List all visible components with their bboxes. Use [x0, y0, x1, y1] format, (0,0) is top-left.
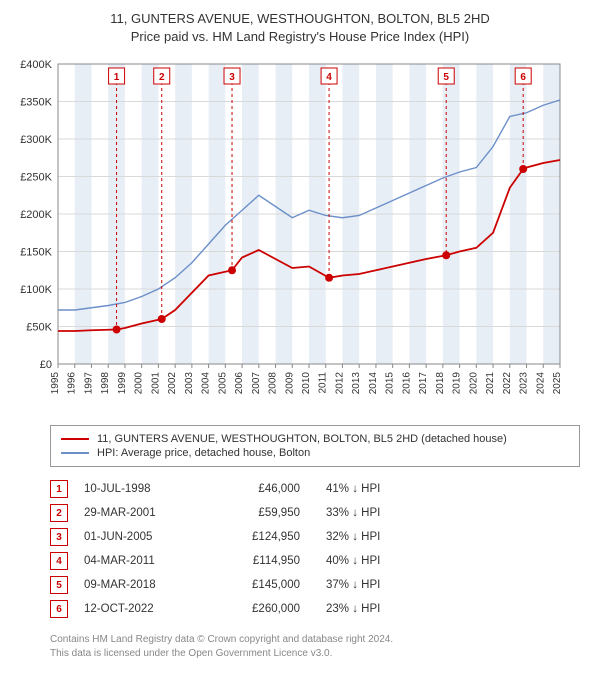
y-tick-label: £300K	[20, 134, 52, 146]
legend-row: HPI: Average price, detached house, Bolt…	[61, 446, 569, 460]
y-tick-label: £200K	[20, 209, 52, 221]
legend: 11, GUNTERS AVENUE, WESTHOUGHTON, BOLTON…	[50, 425, 580, 467]
sale-marker-number: 2	[159, 72, 165, 83]
x-tick-label: 2006	[234, 372, 245, 395]
price-chart-svg: £0 £50K £100K £150K £200K £250K £300K £350K £400…	[10, 54, 570, 414]
x-tick-label: 2008	[268, 372, 279, 395]
sale-row-marker: 4	[50, 552, 68, 570]
footer-line-2: This data is licensed under the Open Gov…	[50, 647, 580, 661]
x-tick-label: 2022	[502, 372, 513, 395]
x-tick-label: 2011	[318, 372, 329, 394]
x-tick-label: 2012	[334, 372, 345, 395]
y-tick-label: £100K	[20, 284, 52, 296]
sale-row-price: £59,950	[210, 507, 310, 519]
x-tick-label: 2020	[468, 372, 479, 395]
x-tick-label: 2004	[201, 372, 212, 395]
x-tick-label: 2007	[251, 372, 262, 395]
y-tick-label: £50K	[26, 322, 52, 334]
x-tick-label: 2023	[519, 372, 530, 395]
sale-row-marker: 3	[50, 528, 68, 546]
x-tick-label: 2010	[301, 372, 312, 395]
legend-row: 11, GUNTERS AVENUE, WESTHOUGHTON, BOLTON…	[61, 432, 569, 446]
sale-row-price: £145,000	[210, 579, 310, 591]
y-tick-label: £0	[40, 359, 52, 371]
x-tick-label: 1996	[67, 372, 78, 395]
sale-row-price: £114,950	[210, 555, 310, 567]
sale-row-price: £260,000	[210, 603, 310, 615]
sale-marker-number: 1	[114, 72, 120, 83]
sale-row-date: 04-MAR-2011	[84, 555, 194, 567]
sale-marker-dot	[325, 274, 333, 282]
sale-row-diff: 33% ↓ HPI	[326, 507, 426, 519]
sale-marker-dot	[113, 326, 121, 334]
y-tick-label: £250K	[20, 172, 52, 184]
x-tick-label: 2014	[368, 372, 379, 395]
sale-row: 5 09-MAR-2018 £145,000 37% ↓ HPI	[50, 573, 580, 597]
sale-row-price: £46,000	[210, 483, 310, 495]
x-tick-label: 2003	[184, 372, 195, 395]
x-tick-label: 2009	[284, 372, 295, 395]
x-tick-label: 2025	[552, 372, 563, 395]
footer-attribution: Contains HM Land Registry data © Crown c…	[50, 633, 580, 661]
x-tick-label: 2000	[134, 372, 145, 395]
sale-marker-number: 6	[520, 72, 526, 83]
sale-marker-dot	[158, 315, 166, 323]
sale-marker-dot	[228, 267, 236, 275]
sale-row-diff: 23% ↓ HPI	[326, 603, 426, 615]
y-tick-label: £400K	[20, 59, 52, 71]
chart-title: 11, GUNTERS AVENUE, WESTHOUGHTON, BOLTON…	[10, 10, 590, 46]
sale-row: 4 04-MAR-2011 £114,950 40% ↓ HPI	[50, 549, 580, 573]
title-line-2: Price paid vs. HM Land Registry's House …	[10, 28, 590, 46]
x-tick-label: 1995	[50, 372, 61, 395]
legend-label: HPI: Average price, detached house, Bolt…	[97, 447, 310, 459]
sale-row-diff: 32% ↓ HPI	[326, 531, 426, 543]
sale-marker-dot	[519, 165, 527, 173]
x-tick-label: 2017	[418, 372, 429, 395]
legend-swatch	[61, 452, 89, 454]
title-line-1: 11, GUNTERS AVENUE, WESTHOUGHTON, BOLTON…	[10, 10, 590, 28]
sale-marker-number: 4	[326, 72, 332, 83]
sale-row: 1 10-JUL-1998 £46,000 41% ↓ HPI	[50, 477, 580, 501]
x-tick-label: 2001	[150, 372, 161, 395]
chart-area: £0 £50K £100K £150K £200K £250K £300K £350K £400…	[10, 54, 590, 417]
x-tick-label: 2018	[435, 372, 446, 395]
sale-row-diff: 37% ↓ HPI	[326, 579, 426, 591]
x-tick-label: 2005	[217, 372, 228, 395]
sale-row-date: 12-OCT-2022	[84, 603, 194, 615]
sale-marker-number: 3	[229, 72, 235, 83]
sale-row-marker: 6	[50, 600, 68, 618]
x-tick-label: 2021	[485, 372, 496, 395]
x-tick-label: 1999	[117, 372, 128, 395]
x-tick-label: 2024	[535, 372, 546, 395]
x-tick-label: 1997	[83, 372, 94, 395]
x-tick-label: 2019	[452, 372, 463, 395]
legend-label: 11, GUNTERS AVENUE, WESTHOUGHTON, BOLTON…	[97, 433, 507, 445]
x-tick-label: 2016	[401, 372, 412, 395]
x-tick-label: 2002	[167, 372, 178, 395]
sale-row-date: 10-JUL-1998	[84, 483, 194, 495]
footer-line-1: Contains HM Land Registry data © Crown c…	[50, 633, 580, 647]
legend-swatch	[61, 438, 89, 440]
sale-row: 2 29-MAR-2001 £59,950 33% ↓ HPI	[50, 501, 580, 525]
sale-marker-number: 5	[443, 72, 449, 83]
sale-row-date: 01-JUN-2005	[84, 531, 194, 543]
sales-table: 1 10-JUL-1998 £46,000 41% ↓ HPI 2 29-MAR…	[50, 477, 580, 621]
sale-row-marker: 2	[50, 504, 68, 522]
sale-row-date: 09-MAR-2018	[84, 579, 194, 591]
sale-row: 6 12-OCT-2022 £260,000 23% ↓ HPI	[50, 597, 580, 621]
y-tick-label: £350K	[20, 97, 52, 109]
sale-row-marker: 1	[50, 480, 68, 498]
x-tick-label: 2015	[385, 372, 396, 395]
sale-row-marker: 5	[50, 576, 68, 594]
sale-row-diff: 40% ↓ HPI	[326, 555, 426, 567]
sale-row-date: 29-MAR-2001	[84, 507, 194, 519]
sale-row-price: £124,950	[210, 531, 310, 543]
x-tick-label: 2013	[351, 372, 362, 395]
y-tick-label: £150K	[20, 247, 52, 259]
sale-marker-dot	[442, 252, 450, 260]
x-tick-label: 1998	[100, 372, 111, 395]
sale-row: 3 01-JUN-2005 £124,950 32% ↓ HPI	[50, 525, 580, 549]
sale-row-diff: 41% ↓ HPI	[326, 483, 426, 495]
